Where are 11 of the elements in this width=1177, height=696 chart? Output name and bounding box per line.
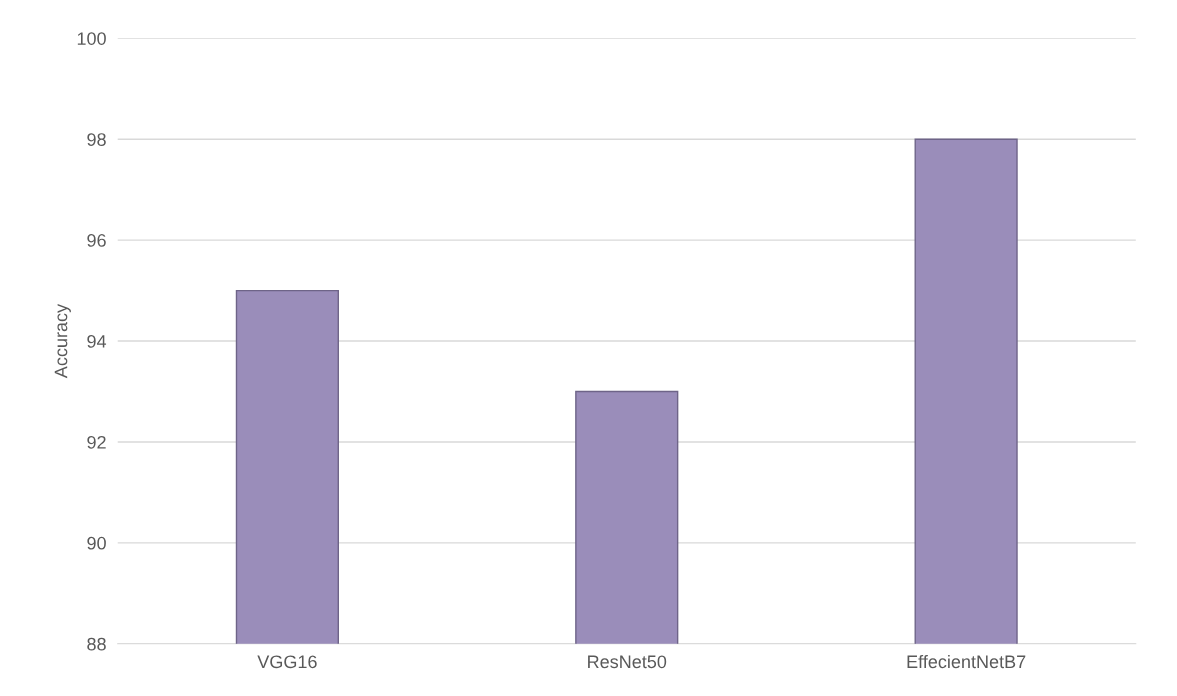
y-tick-label: 98 bbox=[87, 133, 106, 146]
y-axis-title: Accuracy bbox=[54, 303, 71, 379]
x-tick-label: ResNet50 bbox=[588, 655, 667, 669]
y-tick-label: 90 bbox=[87, 536, 106, 550]
y-tick-label: 96 bbox=[87, 234, 106, 247]
y-tick-label: 88 bbox=[87, 637, 106, 651]
y-tick-label: 100 bbox=[77, 32, 106, 45]
x-tick-label: EffecientNetB7 bbox=[907, 654, 1026, 669]
y-tick-label: 92 bbox=[87, 435, 106, 449]
x-tick-label: VGG16 bbox=[257, 655, 317, 669]
y-tick-label: 94 bbox=[87, 334, 107, 348]
